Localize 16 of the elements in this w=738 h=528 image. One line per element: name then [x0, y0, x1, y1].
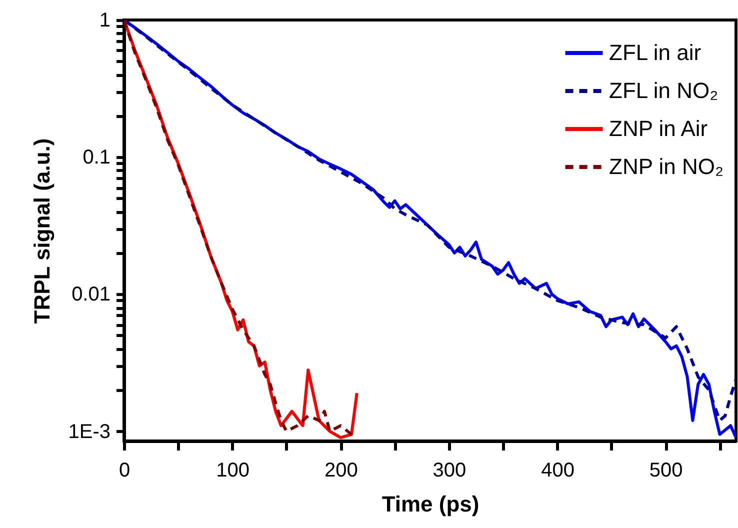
legend-label: ZNP in NO₂	[609, 154, 724, 179]
y-tick-label: 0.1	[82, 146, 110, 169]
legend-label: ZFL in air	[609, 40, 702, 65]
x-tick-label: 100	[216, 460, 250, 482]
legend-label: ZNP in Air	[609, 116, 708, 141]
legend-label: ZFL in NO₂	[609, 78, 718, 103]
x-tick-label: 200	[324, 460, 358, 482]
x-tick-label: 300	[432, 460, 466, 482]
x-axis-title: Time (ps)	[382, 492, 480, 516]
y-tick-label: 1E-3	[68, 420, 110, 443]
y-tick-label: 0.01	[72, 284, 110, 306]
x-tick-label: 400	[541, 460, 574, 482]
x-tick-label: 500	[649, 460, 683, 482]
y-axis-title: TRPL signal (a.u.)	[29, 138, 54, 324]
x-tick-label: 0	[118, 460, 130, 482]
y-tick-label: 1	[99, 10, 110, 32]
